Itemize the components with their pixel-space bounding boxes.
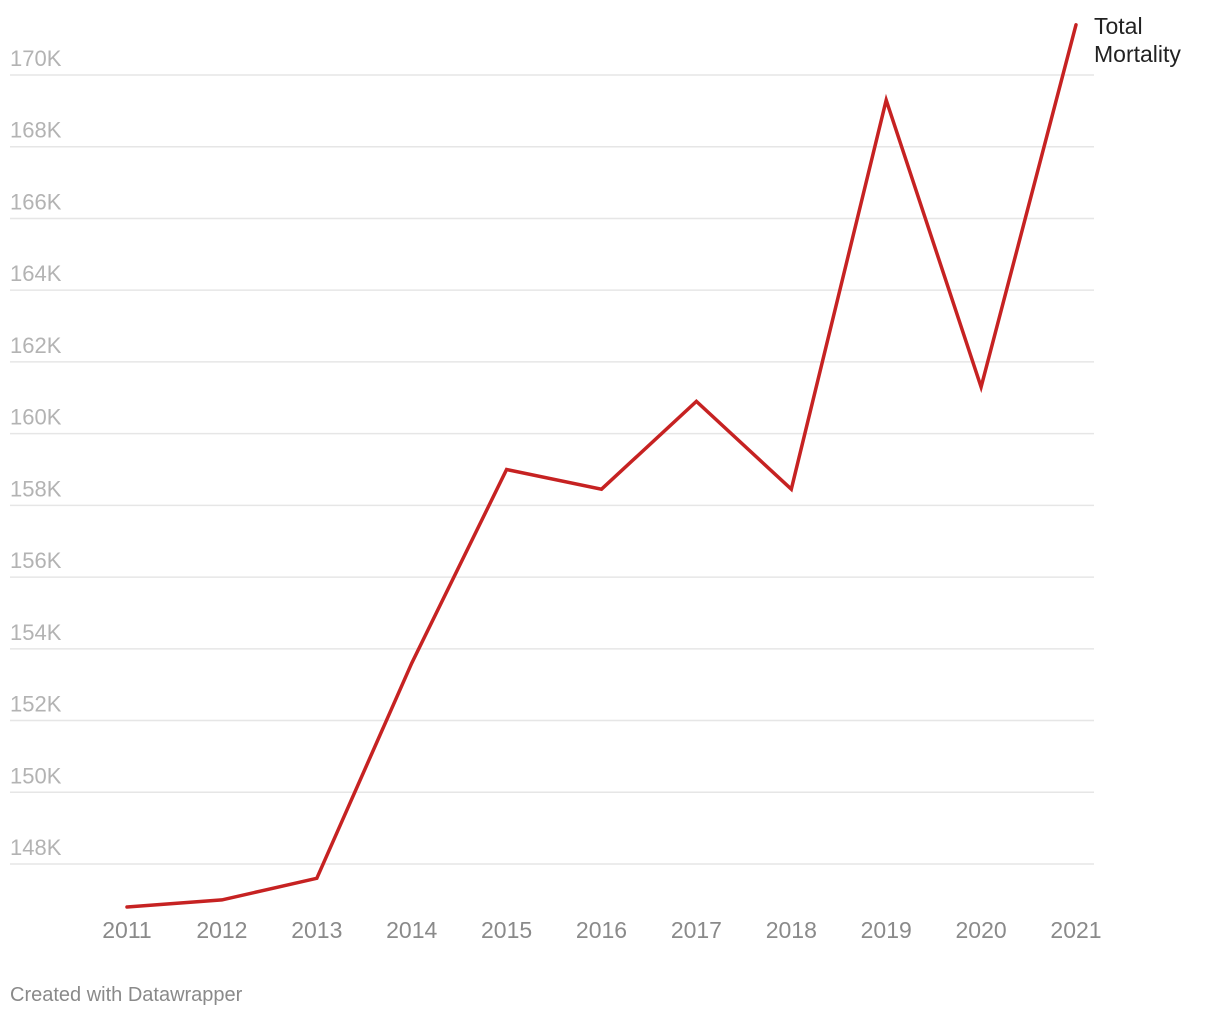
chart-credit: Created with Datawrapper xyxy=(10,984,243,1006)
y-tick-label: 152K xyxy=(10,692,62,717)
y-tick-label: 160K xyxy=(10,405,62,430)
x-tick-label: 2012 xyxy=(196,917,247,943)
series-label-line: Total xyxy=(1094,13,1143,39)
y-tick-label: 166K xyxy=(10,189,62,214)
x-tick-label: 2017 xyxy=(671,917,722,943)
x-tick-label: 2016 xyxy=(576,917,627,943)
y-tick-label: 150K xyxy=(10,763,62,788)
series-line-total-mortality xyxy=(125,23,1078,909)
series xyxy=(125,23,1078,909)
x-axis-ticks: 2011 2012 2013 2014 2015 2016 2017 2018 2019 2020… xyxy=(102,917,1101,943)
y-axis-ticks: 148K 150K 152K 154K 156K 158K 160K 162K 164K 166K… xyxy=(10,46,62,860)
x-tick-label: 2014 xyxy=(386,917,437,943)
x-tick-label: 2013 xyxy=(291,917,342,943)
series-label-line: Mortality xyxy=(1094,41,1181,67)
y-tick-label: 162K xyxy=(10,333,62,358)
y-tick-label: 164K xyxy=(10,261,62,286)
y-tick-label: 156K xyxy=(10,548,62,573)
x-tick-label: 2018 xyxy=(766,917,817,943)
x-tick-label: 2019 xyxy=(861,917,912,943)
series-label-total-mortality: Total Mortality xyxy=(1094,13,1181,67)
x-tick-label: 2021 xyxy=(1050,917,1101,943)
series-labels: Total Mortality xyxy=(1094,13,1181,67)
y-tick-label: 170K xyxy=(10,46,62,71)
y-tick-label: 168K xyxy=(10,118,62,143)
x-tick-label: 2015 xyxy=(481,917,532,943)
x-tick-label: 2020 xyxy=(956,917,1007,943)
x-tick-label: 2011 xyxy=(102,917,151,943)
y-tick-label: 148K xyxy=(10,835,62,860)
gridlines xyxy=(10,74,1094,865)
y-tick-label: 154K xyxy=(10,620,62,645)
y-tick-label: 158K xyxy=(10,476,62,501)
